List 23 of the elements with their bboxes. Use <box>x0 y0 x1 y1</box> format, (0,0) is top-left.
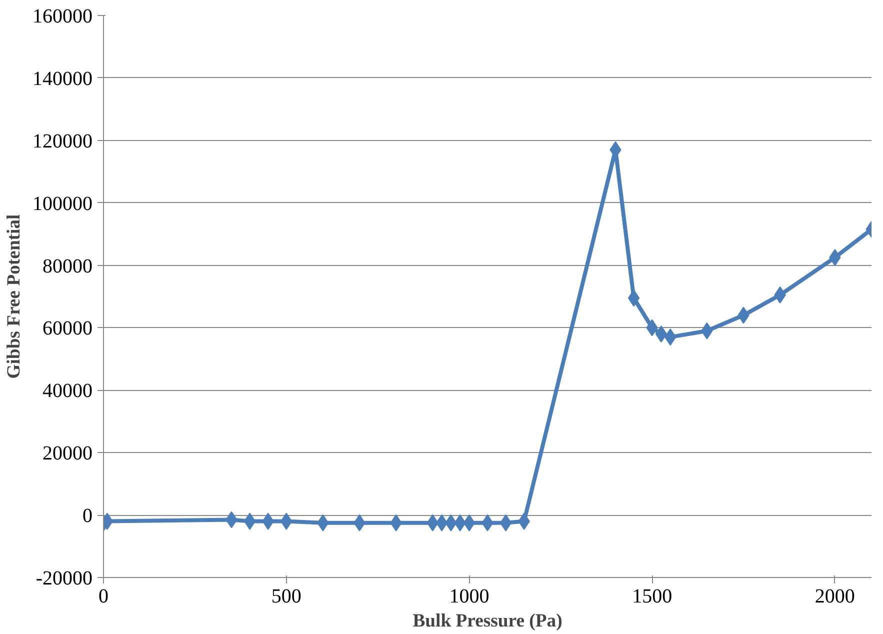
y-tick-label: 0 <box>82 505 92 528</box>
y-axis-title: Gibbs Free Potential <box>4 214 24 379</box>
point <box>655 325 668 342</box>
y-tick-label: 40000 <box>42 380 92 402</box>
y-tick-label: 120000 <box>32 130 92 152</box>
x-axis-title: Bulk Pressure (Pa) <box>412 610 562 632</box>
point <box>500 514 512 532</box>
y-tick-label: 80000 <box>42 255 92 278</box>
x-tick-label: 1500 <box>632 586 672 608</box>
y-tick-label: 100000 <box>32 192 92 215</box>
y-tick-label: 140000 <box>32 68 92 90</box>
y-tick-label: -20000 <box>36 568 93 590</box>
y-tick-label: 60000 <box>42 318 92 340</box>
point <box>436 514 448 532</box>
y-tick-label: 160000 <box>32 6 92 28</box>
y-tick-label: 20000 <box>42 442 92 465</box>
point <box>244 512 256 530</box>
x-tick-label: 500 <box>271 586 302 608</box>
point <box>463 514 476 532</box>
x-tick-label: 2000 <box>814 586 855 608</box>
x-tick-label: 0 <box>98 586 108 608</box>
x-tick-label: 1000 <box>449 586 490 608</box>
point <box>628 290 640 307</box>
